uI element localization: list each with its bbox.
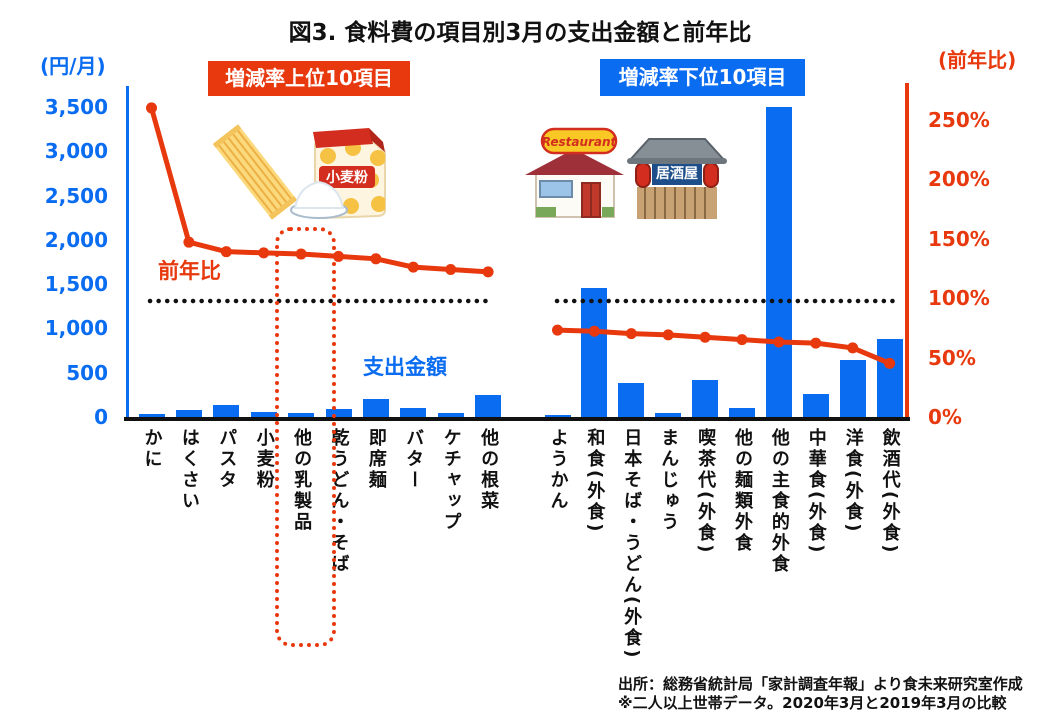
left-y-axis-line	[126, 86, 129, 420]
x-axis-category-label: 和食(外食)	[584, 428, 606, 535]
izakaya-icon: 居酒屋	[627, 138, 727, 219]
x-axis-line	[124, 417, 910, 421]
right-y-axis-line	[905, 83, 909, 419]
left-axis-unit-label: (円/月)	[40, 54, 106, 78]
x-axis-category-label: 中華食(外食)	[805, 428, 827, 556]
bar	[692, 379, 719, 418]
x-axis-category-label: 他の乳製品	[291, 428, 313, 533]
bar	[876, 339, 903, 418]
x-axis-category-label: 小麦粉	[253, 428, 275, 491]
pasta-icon	[212, 124, 298, 220]
x-axis-category-label: 即席麺	[365, 428, 387, 491]
right-axis-unit-label: (前年比)	[938, 48, 1017, 72]
right-axis-tick-label: 0%	[928, 405, 962, 429]
source-note-line1: 出所：総務省統計局「家計調査年報」より食未来研究室作成	[618, 675, 1023, 693]
source-note-line2: ※二人以上世帯データ。2020年3月と2019年3月の比較	[618, 694, 1007, 712]
bar	[475, 394, 502, 418]
left-axis-tick-label: 500	[66, 360, 108, 385]
flour-bag-label: 小麦粉	[326, 169, 368, 186]
restaurant-icon: Restaurant	[525, 127, 624, 218]
highlighted-category-box	[274, 227, 336, 647]
bar	[250, 411, 277, 418]
left-axis-tick-label: 1,000	[44, 316, 108, 341]
bar	[400, 408, 427, 418]
right-axis-tick-label: 100%	[928, 286, 990, 311]
yoy-series-label: 前年比	[158, 259, 221, 283]
x-axis-category-label: かに	[141, 428, 163, 470]
left-axis-tick-label: 0	[94, 405, 108, 429]
bar	[175, 410, 202, 418]
x-axis-category-label: ようかん	[547, 428, 569, 512]
x-axis-category-label: 他の根菜	[478, 428, 500, 512]
left-axis-tick-label: 3,500	[44, 95, 108, 119]
left-axis-tick-label: 3,000	[44, 139, 108, 164]
left-axis-tick-label: 1,500	[44, 272, 108, 297]
bar	[325, 409, 352, 418]
x-axis-category-label: 喫茶代(外食)	[695, 428, 717, 556]
bar	[362, 398, 389, 418]
x-axis-category-label: まんじゅう	[658, 428, 680, 533]
bar	[655, 412, 682, 418]
bar	[729, 408, 755, 418]
x-axis-category-label: 他の麺類外食	[732, 428, 753, 554]
right-axis-tick-label: 250%	[928, 108, 990, 132]
x-axis-category-label: 日本そば・うどん(外食)	[621, 428, 643, 661]
izakaya-sign-text: 居酒屋	[656, 166, 698, 182]
bottom10-group-badge: 増減率下位10項目	[600, 59, 805, 96]
bar	[437, 413, 464, 418]
right-axis-tick-label: 50%	[928, 345, 976, 370]
right-axis-tick-label: 200%	[928, 167, 990, 192]
bar	[544, 415, 571, 418]
bar	[765, 107, 792, 418]
spending-series-label: 支出金額	[363, 355, 447, 379]
bar	[618, 383, 645, 418]
x-axis-category-label: はくさい	[178, 428, 200, 512]
chart-title: 図3. 食料費の項目別3月の支出金額と前年比	[288, 20, 752, 46]
bar	[581, 288, 608, 418]
left-axis-tick-label: 2,500	[44, 183, 108, 208]
bar	[839, 360, 866, 418]
source-note: 出所：総務省統計局「家計調査年報」より食未来研究室作成 ※二人以上世帯データ。2…	[618, 675, 1023, 713]
top10-group-badge: 増減率上位10項目	[208, 61, 410, 96]
x-axis-category-label: 洋食(外食)	[842, 428, 864, 535]
bar	[138, 413, 165, 418]
x-axis-category-label: パスタ	[216, 428, 238, 491]
x-axis-category-label: 飲酒代(外食)	[879, 428, 901, 556]
restaurant-sign-text: Restaurant	[542, 135, 618, 149]
bar	[802, 393, 829, 418]
x-axis-category-label: ケチャップ	[440, 428, 462, 533]
flour-bag-icon: 小麦粉	[290, 128, 386, 220]
x-axis-category-label: バター	[403, 428, 425, 491]
left-axis-tick-label: 2,000	[44, 227, 108, 252]
x-axis-category-label: 他の主食的外食	[768, 428, 790, 575]
bar	[288, 412, 315, 418]
bar	[213, 404, 240, 418]
right-axis-tick-label: 150%	[928, 226, 990, 251]
